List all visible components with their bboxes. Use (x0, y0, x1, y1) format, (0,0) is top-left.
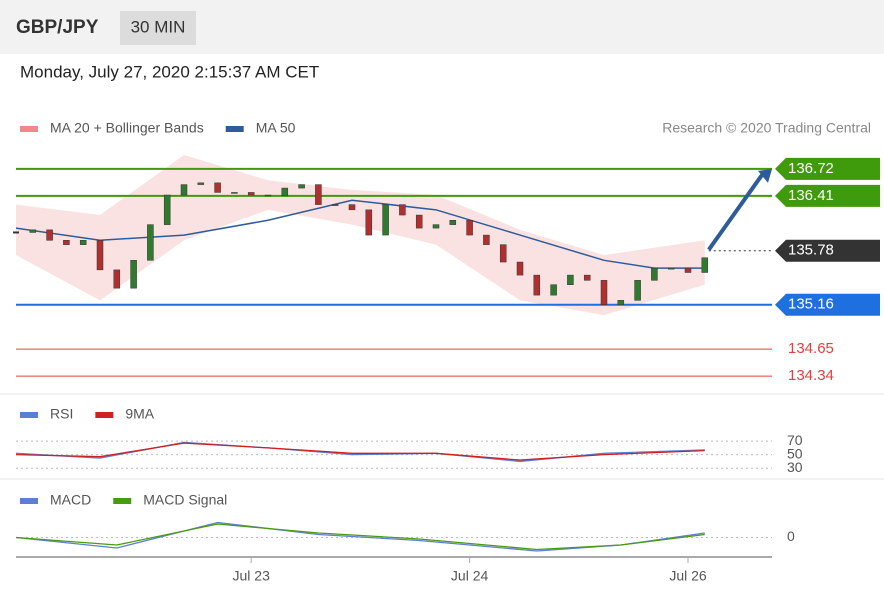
y-tick-label: 70 (787, 432, 803, 448)
level-tag (775, 157, 880, 180)
level-label: 135.78 (788, 242, 834, 259)
candle (365, 209, 373, 236)
legend-swatch (20, 126, 38, 132)
x-tick-label: Jul 23 (233, 568, 271, 584)
candle (651, 267, 658, 281)
candle (550, 284, 557, 296)
y-tick-label: 50 (787, 445, 803, 461)
candle (684, 267, 692, 273)
candle (264, 194, 272, 197)
symbol: GBP/JPY (16, 17, 99, 38)
candle (130, 260, 137, 289)
level-label: 134.34 (788, 367, 834, 384)
candle (331, 204, 339, 206)
candle (113, 269, 121, 289)
legend-swatch (20, 498, 38, 504)
legend-label: RSI (50, 406, 73, 422)
y-tick-label: 30 (787, 459, 803, 475)
candle (499, 244, 507, 263)
candle (701, 257, 709, 273)
candle (533, 274, 541, 296)
legend-label: MACD Signal (143, 492, 227, 508)
candle (298, 184, 305, 189)
candle (667, 267, 675, 270)
level-label: 136.72 (788, 160, 834, 177)
candle (449, 220, 457, 225)
x-tick-label: Jul 26 (669, 568, 707, 584)
candle (415, 214, 423, 229)
candle (147, 224, 154, 261)
series-line (15, 523, 705, 551)
candle (247, 192, 255, 196)
candle (617, 300, 625, 305)
legend-swatch (95, 412, 114, 418)
candle (399, 204, 406, 216)
candle (29, 229, 37, 233)
legend-label: MA 20 + Bollinger Bands (50, 120, 204, 136)
candle (96, 240, 104, 271)
candle (382, 204, 389, 236)
level-tag (775, 239, 880, 262)
candle (466, 220, 473, 236)
level-label: 136.41 (788, 187, 834, 204)
level-label: 134.65 (788, 340, 834, 357)
candle (516, 261, 524, 276)
series-line (15, 442, 705, 461)
legend-label: MA 50 (256, 120, 296, 136)
target-arrowhead (758, 168, 772, 183)
candle (231, 192, 238, 194)
credit: Research © 2020 Trading Central (662, 120, 871, 136)
legend-label: 9MA (125, 406, 154, 422)
candle (483, 234, 490, 245)
ma-line (15, 199, 705, 269)
candle (197, 182, 205, 185)
legend-swatch (20, 412, 38, 418)
legend-swatch (225, 126, 244, 132)
candle (281, 187, 289, 197)
target-arrow (707, 173, 764, 251)
interval: 30 MIN (131, 17, 186, 36)
candle (214, 182, 221, 193)
candle (79, 240, 87, 245)
candle (163, 194, 171, 225)
series-line (15, 441, 705, 463)
level-tag (775, 184, 880, 207)
candle (432, 224, 440, 229)
candle (583, 274, 591, 281)
series-line (15, 521, 705, 552)
level-tag (775, 293, 880, 316)
candle (180, 184, 188, 196)
candle (315, 184, 322, 205)
candle (348, 204, 356, 211)
interval-box (120, 11, 196, 45)
x-tick-label: Jul 24 (451, 568, 489, 584)
legend-label: MACD (50, 492, 91, 508)
datetime: Monday, July 27, 2020 2:15:37 AM CET (20, 62, 319, 81)
candle (63, 240, 70, 245)
candle (46, 229, 53, 241)
level-label: 135.16 (788, 296, 834, 313)
y-tick-label: 0 (787, 528, 795, 544)
candle (634, 280, 641, 301)
candle (567, 274, 574, 285)
legend-swatch (113, 498, 132, 504)
candle (600, 280, 608, 305)
